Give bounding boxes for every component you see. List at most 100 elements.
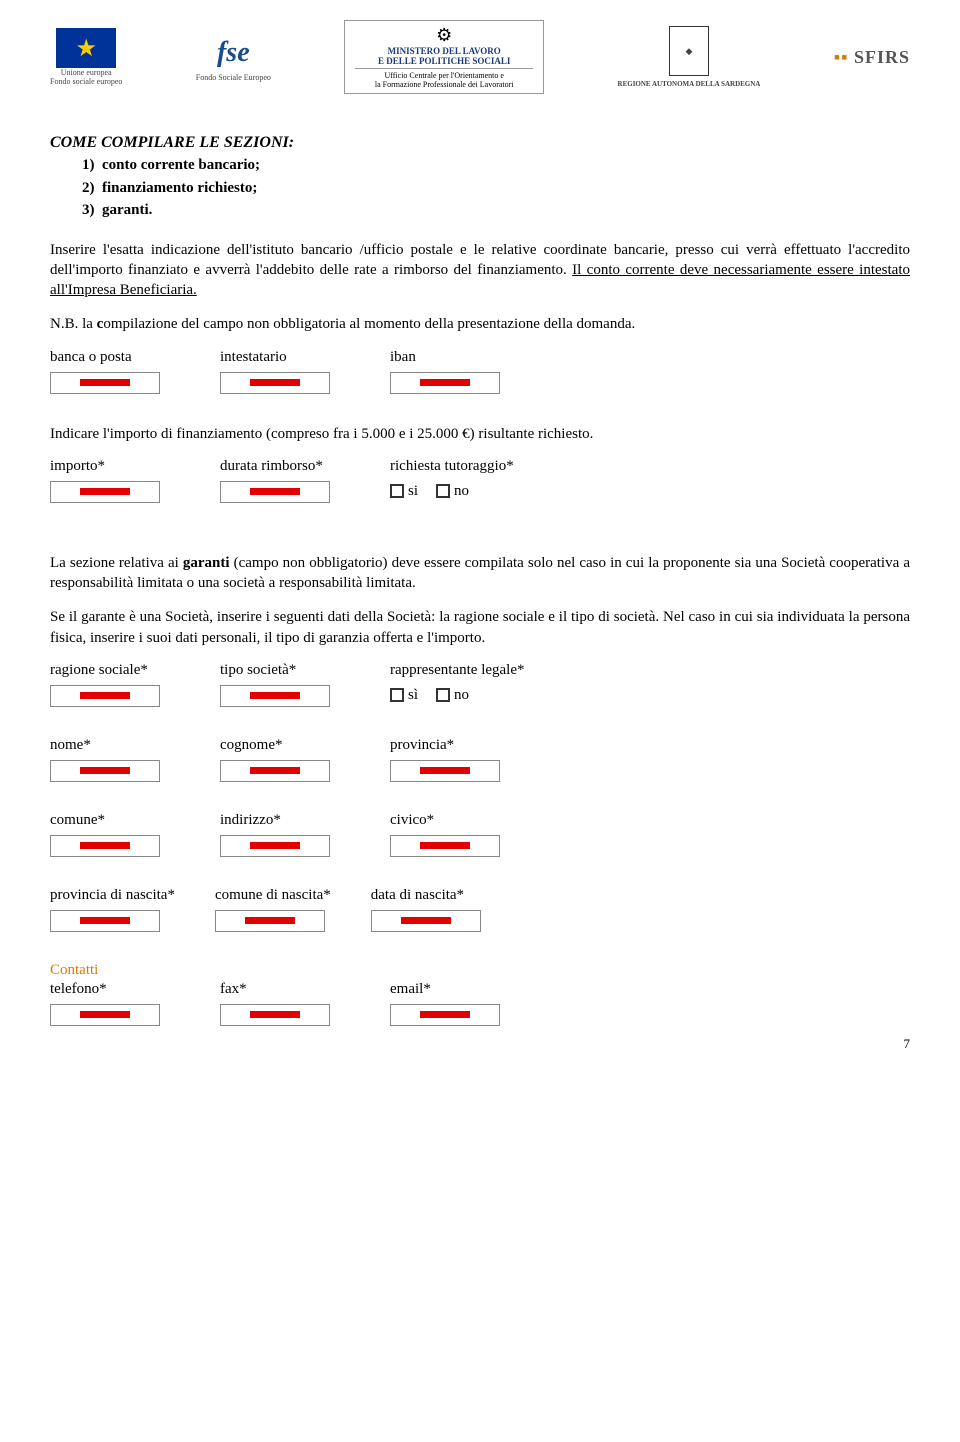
field-civico: civico* <box>390 812 500 857</box>
label-importo: importo* <box>50 458 160 475</box>
input-importo[interactable] <box>50 481 160 503</box>
ministero-line1: MINISTERO DEL LAVORO <box>355 46 533 56</box>
eu-flag-icon: ★ <box>56 28 116 68</box>
input-durata[interactable] <box>220 481 330 503</box>
field-durata: durata rimborso* <box>220 458 330 503</box>
fse-caption: Fondo Sociale Europeo <box>196 73 271 82</box>
field-row-comune: comune* indirizzo* civico* <box>50 812 910 857</box>
radio-label-rappr-si: sì <box>408 687 418 704</box>
paragraph-4: Se il garante è una Società, inserire i … <box>50 607 910 648</box>
input-email[interactable] <box>390 1004 500 1026</box>
field-row-nome: nome* cognome* provincia* <box>50 737 910 782</box>
paragraph-nb: N.B. la compilazione del campo non obbli… <box>50 314 910 334</box>
field-email: email* <box>390 981 500 1026</box>
paragraph-3: La sezione relativa ai garanti (campo no… <box>50 553 910 594</box>
ministero-line4: la Formazione Professionale dei Lavorato… <box>355 80 533 89</box>
field-prov-nascita: provincia di nascita* <box>50 887 175 932</box>
section-list: 1) conto corrente bancario; 2) finanziam… <box>50 154 910 222</box>
sardegna-caption: REGIONE AUTONOMA DELLA SARDEGNA <box>618 80 761 88</box>
input-provincia[interactable] <box>390 760 500 782</box>
ministero-line3: Ufficio Centrale per l'Orientamento e <box>355 71 533 80</box>
paragraph-1: Inserire l'esatta indicazione dell'istit… <box>50 240 910 301</box>
field-com-nascita: comune di nascita* <box>215 887 331 932</box>
input-telefono[interactable] <box>50 1004 160 1026</box>
sfirs-text: ▪▪ SFIRS <box>834 47 910 68</box>
input-ragione[interactable] <box>50 685 160 707</box>
label-com-nascita: comune di nascita* <box>215 887 331 904</box>
field-row-contatti: telefono* fax* email* <box>50 981 910 1026</box>
input-cognome[interactable] <box>220 760 330 782</box>
field-iban: iban <box>390 349 500 394</box>
label-cognome: cognome* <box>220 737 330 754</box>
radio-tutoraggio-si[interactable] <box>390 484 404 498</box>
eu-logo: ★ Unione europea Fondo sociale europeo <box>50 28 122 86</box>
list-item-2: 2) finanziamento richiesto; <box>82 177 910 200</box>
input-com-nascita[interactable] <box>215 910 325 932</box>
input-data-nascita[interactable] <box>371 910 481 932</box>
contatti-title: Contatti <box>50 962 910 979</box>
radio-label-rappr-no: no <box>454 687 469 704</box>
input-tipo[interactable] <box>220 685 330 707</box>
field-indirizzo: indirizzo* <box>220 812 330 857</box>
radio-label-no: no <box>454 483 469 500</box>
ministero-logo: ⚙ MINISTERO DEL LAVORO E DELLE POLITICHE… <box>344 20 544 94</box>
field-fax: fax* <box>220 981 330 1026</box>
sfirs-logo: ▪▪ SFIRS <box>834 47 910 68</box>
field-importo: importo* <box>50 458 160 503</box>
label-rappresentante: rappresentante legale* <box>390 662 525 679</box>
radio-rappr-no[interactable] <box>436 688 450 702</box>
label-ragione: ragione sociale* <box>50 662 160 679</box>
input-comune[interactable] <box>50 835 160 857</box>
field-row-bank: banca o posta intestatario iban <box>50 349 910 394</box>
label-tipo: tipo società* <box>220 662 330 679</box>
eu-caption-1: Unione europea <box>61 68 112 77</box>
field-nome: nome* <box>50 737 160 782</box>
label-comune: comune* <box>50 812 160 829</box>
input-nome[interactable] <box>50 760 160 782</box>
label-prov-nascita: provincia di nascita* <box>50 887 175 904</box>
field-comune: comune* <box>50 812 160 857</box>
radio-tutoraggio-no[interactable] <box>436 484 450 498</box>
label-fax: fax* <box>220 981 330 998</box>
input-prov-nascita[interactable] <box>50 910 160 932</box>
list-item-3: 3) garanti. <box>82 199 910 222</box>
field-row-societa: ragione sociale* tipo società* rappresen… <box>50 662 910 707</box>
label-iban: iban <box>390 349 500 366</box>
sardegna-crest-icon: ◆ <box>669 26 709 76</box>
label-telefono: telefono* <box>50 981 160 998</box>
field-tutoraggio: richiesta tutoraggio* si no <box>390 458 514 503</box>
eu-caption-2: Fondo sociale europeo <box>50 77 122 86</box>
field-row-importo: importo* durata rimborso* richiesta tuto… <box>50 458 910 503</box>
input-indirizzo[interactable] <box>220 835 330 857</box>
radio-rappr-si[interactable] <box>390 688 404 702</box>
field-cognome: cognome* <box>220 737 330 782</box>
fse-logo: fse Fondo Sociale Europeo <box>196 33 271 82</box>
italy-emblem-icon: ⚙ <box>355 25 533 46</box>
input-intestatario[interactable] <box>220 372 330 394</box>
input-civico[interactable] <box>390 835 500 857</box>
section-title: COME COMPILARE LE SEZIONI: <box>50 134 910 152</box>
label-tutoraggio: richiesta tutoraggio* <box>390 458 514 475</box>
field-intestatario: intestatario <box>220 349 330 394</box>
field-ragione: ragione sociale* <box>50 662 160 707</box>
label-provincia: provincia* <box>390 737 500 754</box>
label-banca: banca o posta <box>50 349 160 366</box>
radio-label-si: si <box>408 483 418 500</box>
input-fax[interactable] <box>220 1004 330 1026</box>
field-banca: banca o posta <box>50 349 160 394</box>
field-tipo: tipo società* <box>220 662 330 707</box>
input-iban[interactable] <box>390 372 500 394</box>
fse-icon: fse <box>208 33 258 73</box>
label-intestatario: intestatario <box>220 349 330 366</box>
field-rappresentante: rappresentante legale* sì no <box>390 662 525 707</box>
label-durata: durata rimborso* <box>220 458 330 475</box>
field-data-nascita: data di nascita* <box>371 887 481 932</box>
field-telefono: telefono* <box>50 981 160 1026</box>
input-banca[interactable] <box>50 372 160 394</box>
label-email: email* <box>390 981 500 998</box>
ministero-line2: E DELLE POLITICHE SOCIALI <box>355 56 533 66</box>
field-row-nascita: provincia di nascita* comune di nascita*… <box>50 887 910 932</box>
paragraph-2: Indicare l'importo di finanziamento (com… <box>50 424 910 444</box>
label-data-nascita: data di nascita* <box>371 887 481 904</box>
label-nome: nome* <box>50 737 160 754</box>
